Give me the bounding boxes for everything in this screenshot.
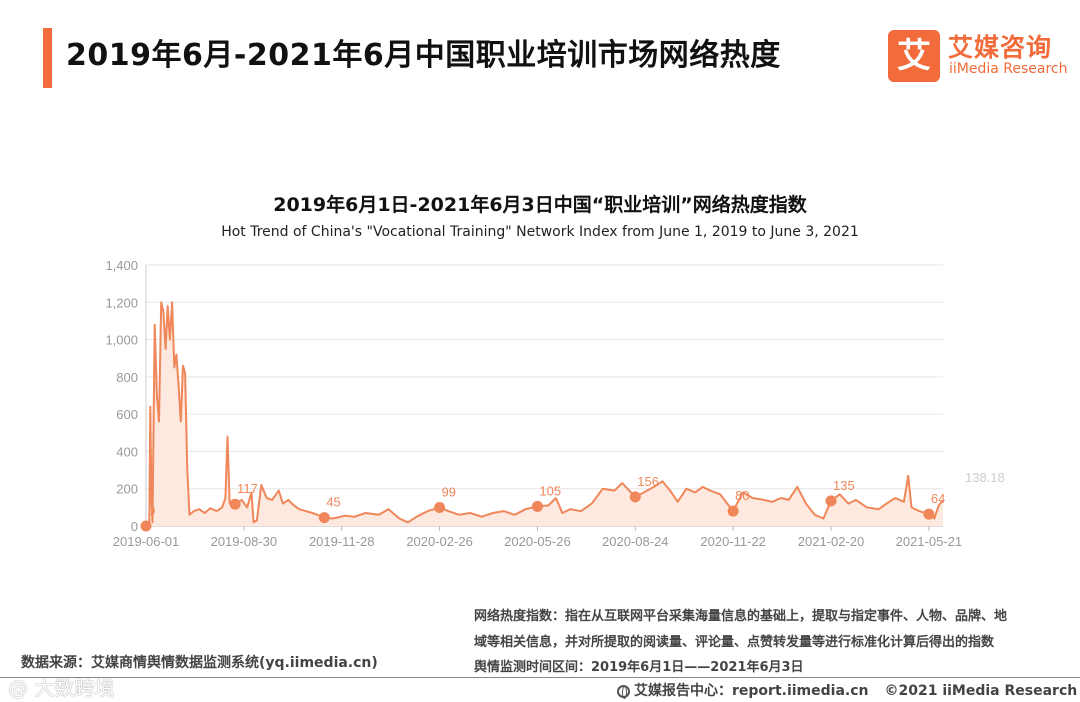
brand-name-en: iiMedia Research	[949, 61, 1068, 77]
chart-title: 2019年6月1日-2021年6月3日中国“职业培训”网络热度指数	[273, 194, 807, 216]
x-tick-label: 2021-02-20	[798, 534, 865, 549]
data-point	[923, 508, 935, 520]
globe-icon	[617, 685, 630, 699]
data-label: 99	[442, 485, 456, 500]
data-point	[434, 502, 446, 514]
data-point	[229, 498, 241, 510]
x-tick-label: 2020-11-22	[700, 534, 766, 549]
definition-note-line-1: 网络热度指数：指在从互联网平台采集海量信息的基础上，提取与指定事件、人物、品牌、…	[474, 609, 1008, 624]
data-label: 156	[637, 474, 659, 489]
data-label: 117	[237, 481, 258, 496]
chart-subtitle: Hot Trend of China's "Vocational Trainin…	[221, 224, 859, 240]
y-tick-label: 200	[116, 482, 138, 497]
data-markers: 0 117 45 99 105 156 80 135 64 138.18	[140, 470, 1005, 532]
brand-logo: 艾 艾媒咨询 iiMedia Research	[888, 28, 1068, 84]
y-axis: 0 200 400 600 800 1,000 1,200 1,400	[105, 258, 147, 534]
data-point	[318, 512, 330, 524]
data-label: 64	[931, 491, 945, 506]
end-value-label: 138.18	[965, 470, 1005, 485]
footer-divider	[0, 677, 1080, 678]
data-point	[140, 520, 152, 532]
data-label: 135	[833, 478, 855, 493]
y-tick-label: 1,400	[105, 258, 138, 273]
y-tick-label: 600	[116, 407, 138, 422]
y-tick-label: 1,200	[105, 295, 138, 310]
brand-mark-icon: 艾	[888, 30, 940, 82]
definition-note-line-2: 域等相关信息，并对所提取的阅读量、评论量、点赞转发量等进行标准化计算后得出的指数	[474, 635, 995, 650]
data-point	[531, 500, 543, 512]
x-tick-label: 2019-06-01	[113, 534, 180, 549]
brand-name-cn: 艾媒咨询	[948, 33, 1053, 62]
data-label: 80	[735, 488, 749, 503]
page-title: 2019年6月-2021年6月中国职业培训市场网络热度	[66, 38, 781, 73]
x-axis: 2019-06-01 2019-08-30 2019-11-28 2020-02-26…	[113, 526, 962, 549]
report-center-link[interactable]: 艾媒报告中心：report.iimedia.cn	[634, 683, 869, 699]
monitoring-period-note: 舆情监测时间区间：2019年6月1日——2021年6月3日	[474, 660, 804, 675]
y-tick-label: 1,000	[105, 333, 138, 348]
x-tick-label: 2019-08-30	[211, 534, 278, 549]
y-tick-label: 800	[116, 370, 138, 385]
data-point	[727, 505, 739, 517]
title-accent-bar	[43, 28, 52, 88]
y-tick-label: 0	[131, 519, 138, 534]
watermark: @ 大数跨境	[8, 676, 115, 700]
x-tick-label: 2020-05-26	[504, 534, 571, 549]
x-tick-label: 2020-02-26	[406, 534, 473, 549]
data-label: 105	[539, 483, 561, 498]
x-tick-label: 2019-11-28	[309, 534, 375, 549]
data-point	[825, 495, 837, 507]
data-label: 0	[148, 503, 155, 518]
data-point	[629, 491, 641, 503]
series-area	[146, 302, 943, 526]
data-label: 45	[326, 495, 340, 510]
data-source: 数据来源：艾媒商情舆情数据监测系统(yq.iimedia.cn)	[21, 655, 378, 671]
footer: 艾媒报告中心：report.iimedia.cn ©2021 iiMedia Re…	[617, 680, 1080, 700]
x-tick-label: 2020-08-24	[602, 534, 669, 549]
y-tick-label: 400	[116, 444, 138, 459]
series-line	[145, 301, 944, 527]
copyright: ©2021 iiMedia Research Inc	[884, 683, 1080, 699]
x-tick-label: 2021-05-21	[896, 534, 963, 549]
